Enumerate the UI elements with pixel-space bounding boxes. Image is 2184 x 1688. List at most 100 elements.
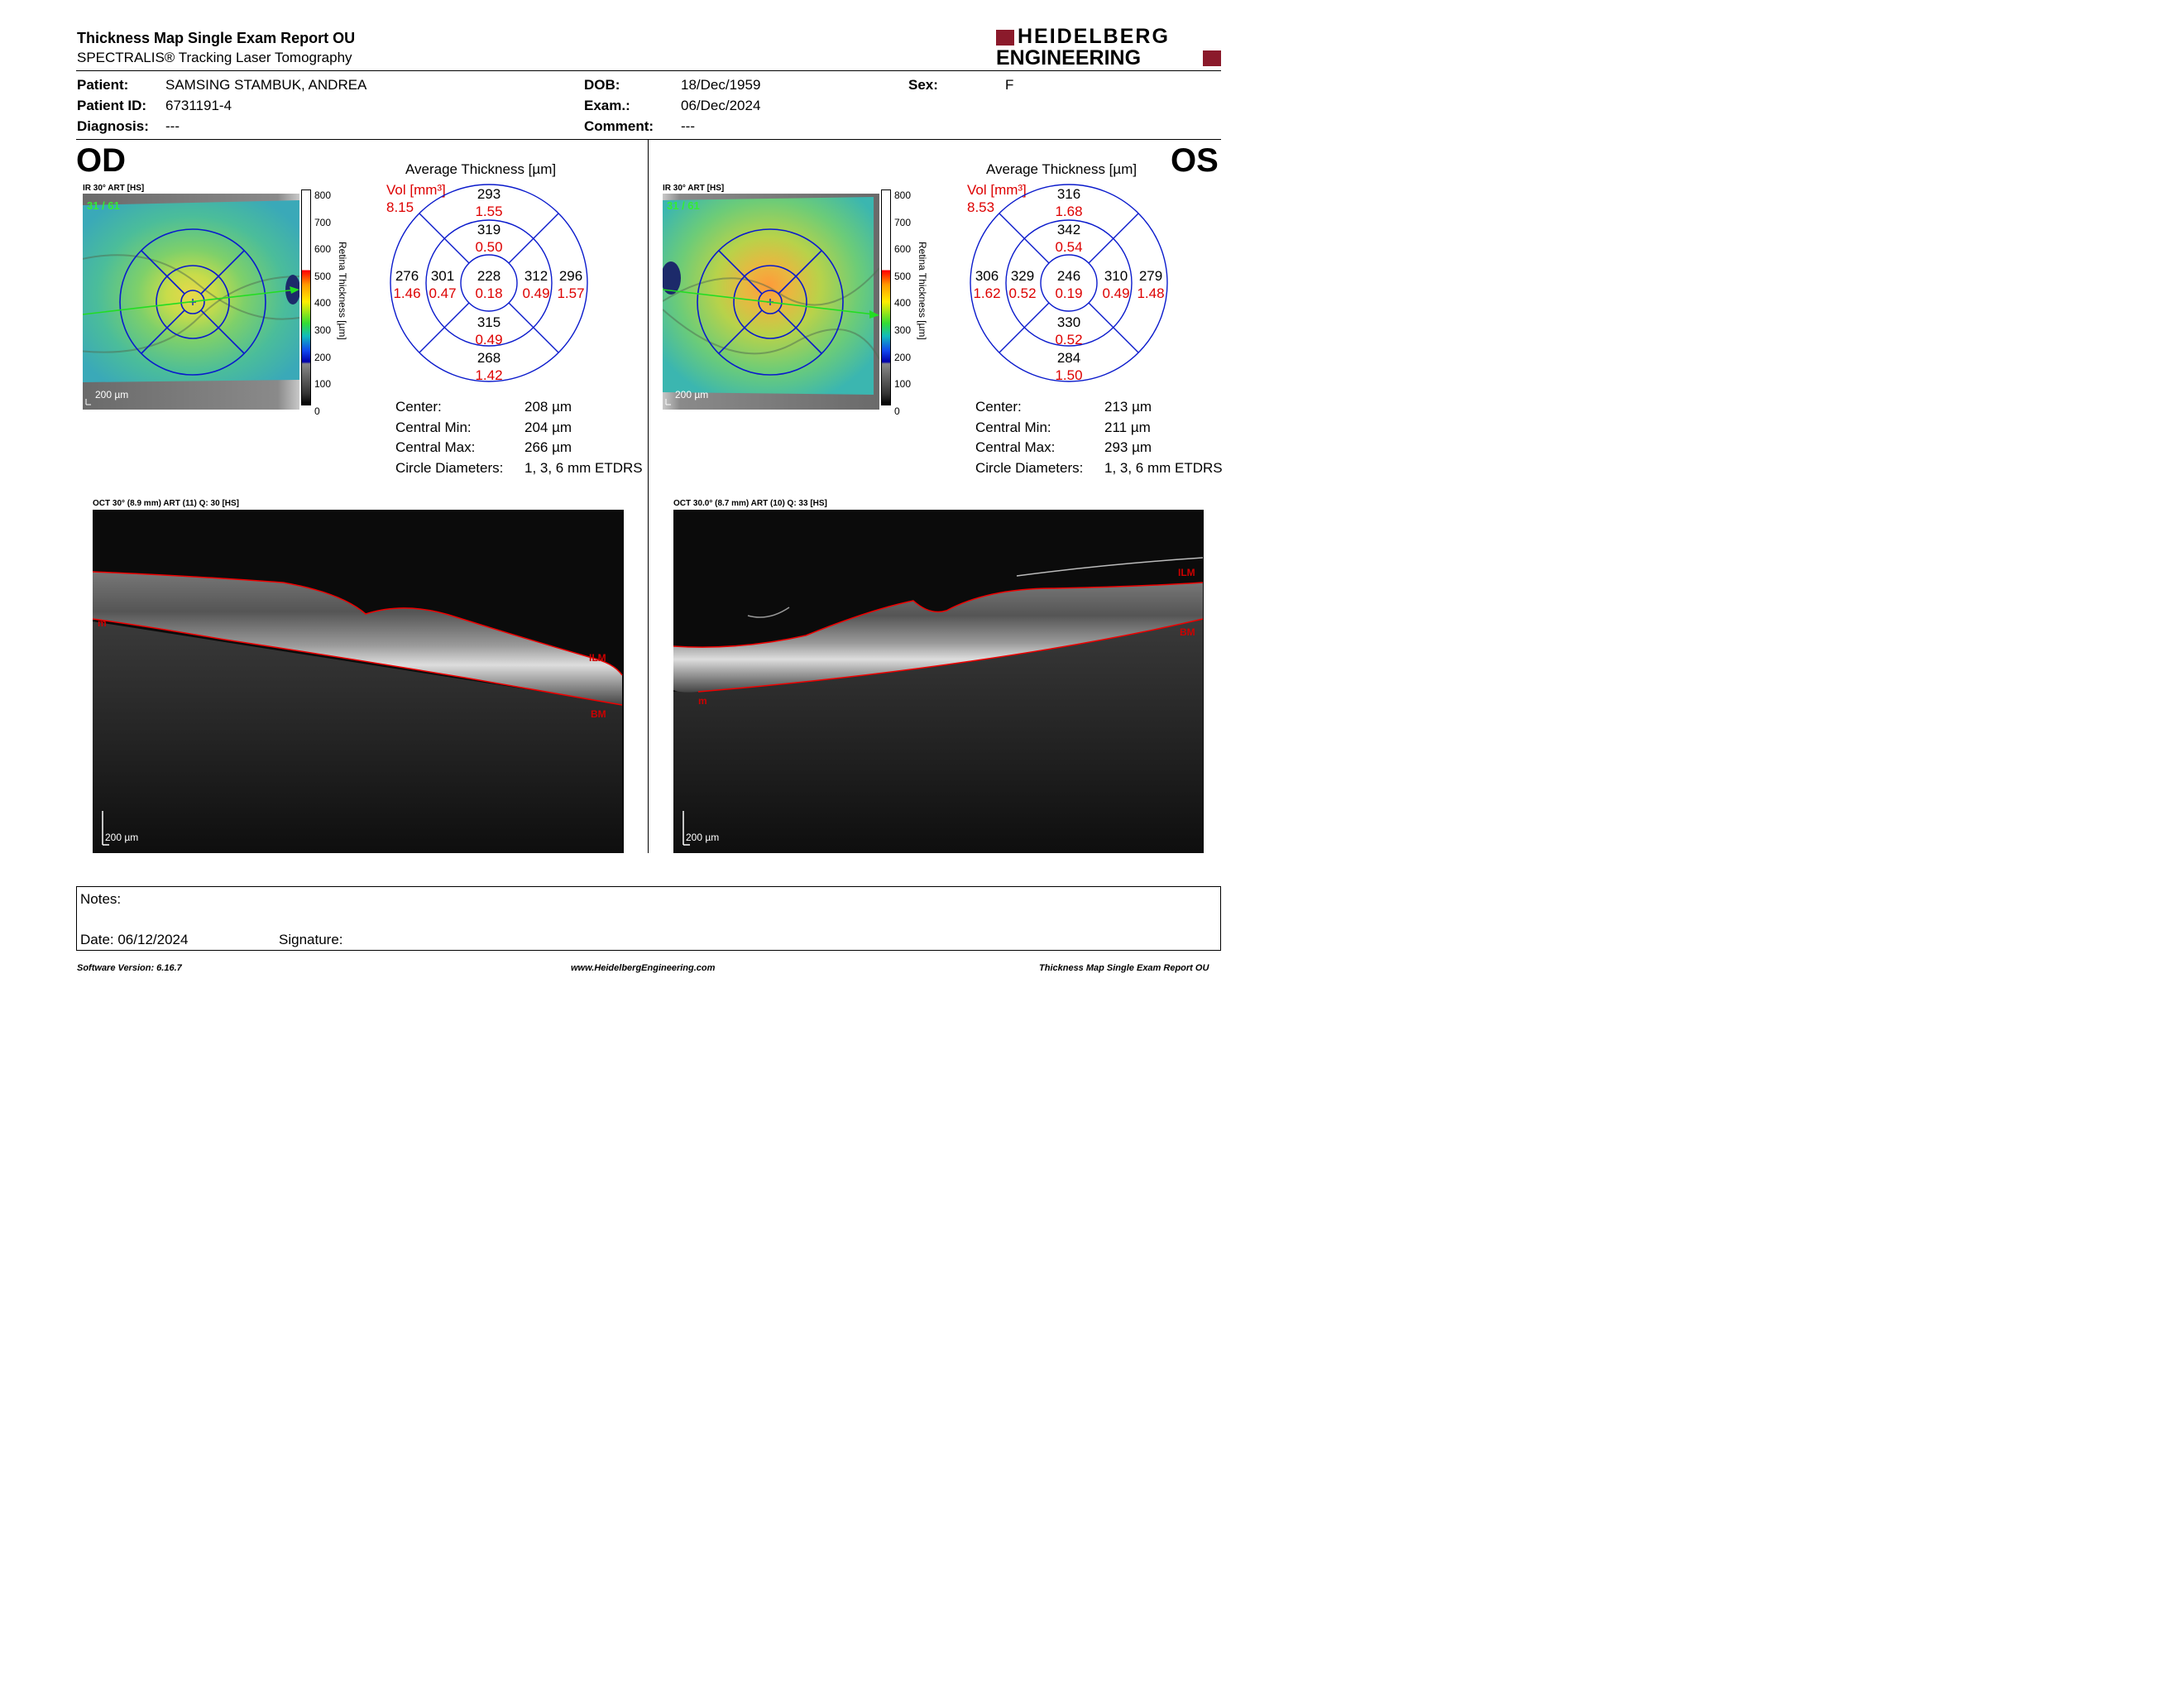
od-outer-nasal-thk: 296: [559, 268, 582, 284]
logo-line2: ENGINEERING: [996, 46, 1142, 70]
patient-value: SAMSING STAMBUK, ANDREA: [165, 77, 367, 93]
od-avg-title: Average Thickness [µm]: [405, 161, 557, 177]
od-inner-temp-vol: 0.47: [429, 285, 456, 301]
od-oct-label: OCT 30° (8.9 mm) ART (11) Q: 30 [HS]: [93, 499, 239, 508]
report-subtitle: SPECTRALIS® Tracking Laser Tomography: [77, 50, 352, 65]
od-oct-bscan: ILM BM m 200 µm: [93, 510, 624, 853]
tick: 300: [314, 324, 332, 336]
comment-label: Comment:: [584, 118, 654, 134]
od-bm-label: BM: [591, 708, 606, 720]
od-central-max-value: 266 µm: [524, 439, 572, 455]
od-center-vol: 0.18: [475, 285, 502, 301]
exam-label: Exam.:: [584, 98, 630, 113]
os-stats-values: 213 µm 211 µm 293 µm 1, 3, 6 mm ETDRS: [1104, 397, 1223, 478]
os-inner-temp-vol: 0.52: [1008, 285, 1036, 301]
od-frames-counter: 31 / 61: [87, 199, 120, 212]
patient-divider: [76, 139, 1221, 140]
od-inner-sup-vol: 0.50: [475, 239, 502, 255]
os-vol-total: 8.53: [967, 199, 995, 215]
signature-label: Signature:: [279, 932, 343, 947]
tick: 800: [314, 189, 332, 201]
od-etdrs-chart: 293 1.55 319 0.50 276 1.46 301 0.47 228 …: [390, 184, 588, 383]
tick: 600: [894, 243, 912, 256]
os-etdrs-chart: 316 1.68 342 0.54 306 1.62 329 0.52 246 …: [970, 184, 1168, 383]
heidelberg-logo: HEIDELBERG ENGINEERING: [996, 25, 1223, 70]
od-central-min-value: 204 µm: [524, 419, 572, 435]
tick: 200: [314, 351, 332, 363]
os-frames-counter: 31 / 61: [667, 199, 700, 212]
os-ilm-label: ILM: [1178, 567, 1195, 578]
website-link[interactable]: www.HeidelbergEngineering.com: [571, 963, 716, 973]
od-outer-sup-thk: 293: [477, 186, 500, 202]
os-center-label: Center:: [975, 399, 1022, 415]
center-divider: [648, 140, 649, 853]
od-inner-nasal-vol: 0.49: [522, 285, 549, 301]
os-circle-diam-value: 1, 3, 6 mm ETDRS: [1104, 459, 1223, 476]
od-stats-values: 208 µm 204 µm 266 µm 1, 3, 6 mm ETDRS: [524, 397, 643, 478]
os-center-value: 213 µm: [1104, 399, 1152, 415]
os-eye-label: OS: [1171, 142, 1219, 179]
od-colorbar-label: Retina Thickness [µm]: [337, 242, 348, 340]
tick: 800: [894, 189, 912, 201]
tick: 600: [314, 243, 332, 256]
os-outer-sup-vol: 1.68: [1055, 204, 1082, 219]
od-stats-labels: Center: Central Min: Central Max: Circle…: [395, 397, 503, 478]
patient-label: Patient:: [77, 77, 129, 93]
footer-report-name: Thickness Map Single Exam Report OU: [1039, 963, 1209, 973]
tick: 200: [894, 351, 912, 363]
od-vol-label: Vol [mm³]: [386, 182, 446, 198]
os-outer-inf-thk: 284: [1057, 350, 1080, 366]
logo-square-top: [996, 30, 1014, 46]
os-outer-nasal-thk: 279: [1139, 268, 1162, 284]
os-inner-nasal-vol: 0.49: [1102, 285, 1129, 301]
header-divider: [76, 70, 1221, 71]
od-outer-temp-thk: 276: [395, 268, 419, 284]
od-fundus-scale: 200 µm: [95, 389, 129, 400]
tick: 100: [314, 378, 332, 391]
os-inner-sup-vol: 0.54: [1055, 239, 1082, 255]
os-colorbar: [881, 189, 891, 405]
software-version: Software Version: 6.16.7: [77, 963, 182, 973]
tick: 500: [314, 270, 332, 282]
patient-id-value: 6731191-4: [165, 98, 232, 113]
os-inner-nasal-thk: 310: [1104, 268, 1128, 284]
os-avg-title: Average Thickness [µm]: [986, 161, 1138, 177]
os-m-label: m: [698, 695, 707, 707]
dob-value: 18/Dec/1959: [681, 77, 761, 93]
od-colorbar-ticks: 800 700 600 500 400 300 200 100 0: [314, 182, 331, 424]
tick: 400: [314, 297, 332, 309]
od-ilm-label: ILM: [589, 652, 606, 664]
os-central-max-value: 293 µm: [1104, 439, 1152, 455]
tick: 400: [894, 297, 912, 309]
od-vol-total: 8.15: [386, 199, 414, 215]
os-outer-nasal-vol: 1.48: [1137, 285, 1164, 301]
os-stats-labels: Center: Central Min: Central Max: Circle…: [975, 397, 1083, 478]
exam-value: 06/Dec/2024: [681, 98, 761, 113]
os-bm-label: BM: [1180, 626, 1195, 638]
logo-line1: HEIDELBERG: [1018, 25, 1170, 48]
od-colorbar: [301, 189, 311, 405]
tick: 500: [894, 270, 912, 282]
od-outer-nasal-vol: 1.57: [557, 285, 584, 301]
diagnosis-label: Diagnosis:: [77, 118, 149, 134]
patient-id-label: Patient ID:: [77, 98, 147, 113]
notes-box: Notes: Date: 06/12/2024 Signature:: [76, 886, 1221, 951]
od-fundus-map: [83, 194, 299, 410]
os-oct-scale: 200 µm: [686, 832, 720, 843]
os-outer-inf-vol: 1.50: [1055, 367, 1082, 383]
od-inner-temp-thk: 301: [431, 268, 454, 284]
os-colorbar-label: Retina Thickness [µm]: [917, 242, 928, 340]
od-center-value: 208 µm: [524, 399, 572, 415]
os-oct-bscan: ILM BM m 200 µm: [673, 510, 1204, 853]
tick: 700: [314, 216, 332, 228]
os-center-thk: 246: [1057, 268, 1080, 284]
sex-label: Sex:: [908, 77, 938, 93]
dob-label: DOB:: [584, 77, 620, 93]
os-outer-sup-thk: 316: [1057, 186, 1080, 202]
os-outer-temp-vol: 1.62: [973, 285, 1000, 301]
os-oct-label: OCT 30.0° (8.7 mm) ART (10) Q: 33 [HS]: [673, 499, 827, 508]
od-inner-nasal-thk: 312: [524, 268, 548, 284]
os-inner-sup-thk: 342: [1057, 222, 1080, 237]
tick: 700: [894, 216, 912, 228]
os-ir-label: IR 30° ART [HS]: [663, 184, 725, 193]
